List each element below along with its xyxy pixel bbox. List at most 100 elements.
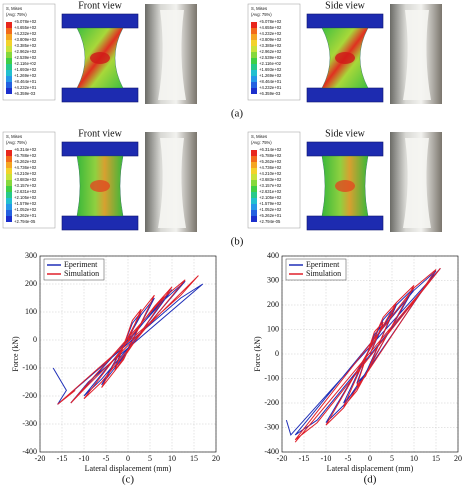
top-plate: [61, 141, 139, 157]
y-tick-label: 400: [267, 251, 279, 260]
y-tick-label: -200: [22, 391, 37, 400]
legend-value: +2.962e+02: [259, 49, 282, 54]
legend-value: +1.052e+02: [14, 207, 37, 212]
y-tick-label: 100: [25, 307, 37, 316]
y-tick-label: -100: [264, 373, 279, 382]
legend-label: Eperiment: [64, 260, 98, 269]
legend-value: +4.232e+01: [14, 85, 37, 90]
x-tick-label: -15: [57, 454, 68, 463]
panel-label: (a): [231, 108, 244, 120]
legend-swatch: [251, 150, 257, 156]
legend-value: +5.788e+02: [14, 153, 37, 158]
legend-swatch: [6, 88, 12, 94]
legend-swatch: [6, 52, 12, 58]
legend-subtitle: (Avg: 75%): [6, 12, 27, 17]
legend-swatch: [251, 70, 257, 76]
legend-swatch: [251, 52, 257, 58]
legend-swatch: [6, 168, 12, 174]
x-tick-label: 0: [368, 454, 372, 463]
legend-subtitle: (Avg: 75%): [251, 140, 272, 145]
legend-value: +3.157e+02: [259, 183, 282, 188]
legend-swatch: [251, 210, 257, 216]
legend-value: +3.683e+02: [259, 177, 282, 182]
legend-swatch: [251, 88, 257, 94]
legend-swatch: [251, 34, 257, 40]
bottom-plate: [61, 87, 139, 103]
legend-value: +5.262e+02: [259, 159, 282, 164]
x-axis-label: Lateral displacement (mm): [327, 464, 414, 473]
bottom-plate: [306, 215, 384, 231]
legend-value: +5.262e+01: [14, 213, 37, 218]
legend-swatch: [251, 22, 257, 28]
legend-value: +1.269e+02: [14, 73, 37, 78]
bottom-plate: [306, 87, 384, 103]
legend-swatch: [251, 58, 257, 64]
legend-swatch: [6, 162, 12, 168]
x-tick-label: 5: [148, 454, 152, 463]
y-tick-label: -300: [22, 419, 37, 428]
legend-value: +1.579e+02: [259, 201, 282, 206]
y-tick-label: 100: [267, 324, 279, 333]
legend-swatch: [6, 192, 12, 198]
legend-value: +3.683e+02: [14, 177, 37, 182]
y-axis-label: Force (kN): [253, 336, 262, 372]
legend-swatch: [251, 28, 257, 34]
x-tick-label: 15: [432, 454, 440, 463]
legend-value: +4.736e+02: [259, 165, 282, 170]
legend-value: +2.539e+02: [259, 55, 282, 60]
legend-swatch: [6, 70, 12, 76]
plot-frame: [281, 255, 459, 453]
legend-swatch: [251, 198, 257, 204]
legend-swatch: [251, 168, 257, 174]
legend-value: +6.314e+02: [14, 147, 37, 152]
photo-specimen: [158, 10, 186, 100]
x-tick-label: -10: [79, 454, 90, 463]
legend-subtitle: (Avg: 75%): [251, 12, 272, 17]
legend-value: +2.116e+02: [14, 61, 37, 66]
legend-swatch: [251, 180, 257, 186]
legend-title: S, Mises: [6, 6, 22, 11]
y-tick-label: 0: [33, 335, 37, 344]
view-title: Side view: [325, 128, 365, 139]
y-tick-label: -400: [22, 447, 37, 456]
photo-specimen: [403, 138, 431, 228]
stress-zone: [90, 52, 110, 64]
legend-value: +8.464e+01: [259, 79, 282, 84]
top-plate: [306, 13, 384, 29]
legend-swatch: [251, 174, 257, 180]
x-axis-label: Lateral displacement (mm): [85, 464, 172, 473]
legend-swatch: [6, 64, 12, 70]
legend-swatch: [6, 204, 12, 210]
x-tick-label: -5: [345, 454, 352, 463]
top-plate: [61, 13, 139, 29]
y-tick-label: -200: [264, 398, 279, 407]
legend-value: +4.210e+02: [259, 171, 282, 176]
x-tick-label: 0: [126, 454, 130, 463]
legend-swatch: [6, 58, 12, 64]
legend-swatch: [6, 76, 12, 82]
x-tick-label: 10: [168, 454, 176, 463]
legend-swatch: [251, 40, 257, 46]
photo-specimen: [403, 10, 431, 100]
legend-value: +6.359e-03: [259, 91, 281, 96]
legend-value: +4.655e+02: [14, 25, 37, 30]
legend-swatch: [251, 76, 257, 82]
legend-swatch: [251, 46, 257, 52]
legend-value: +3.809e+02: [259, 37, 282, 42]
x-tick-label: -10: [321, 454, 332, 463]
legend-swatch: [6, 22, 12, 28]
legend-value: +4.655e+02: [259, 25, 282, 30]
legend-value: +2.539e+02: [14, 55, 37, 60]
legend-value: +4.736e+02: [14, 165, 37, 170]
stress-zone: [335, 52, 355, 64]
legend-swatch: [251, 204, 257, 210]
y-tick-label: 300: [25, 251, 37, 260]
legend-value: +2.794e-05: [14, 219, 36, 224]
bottom-plate: [61, 215, 139, 231]
legend-swatch: [251, 64, 257, 70]
legend-value: +3.157e+02: [14, 183, 37, 188]
legend-swatch: [251, 162, 257, 168]
plot-frame: [39, 255, 217, 453]
legend-value: +2.631e+02: [259, 189, 282, 194]
legend-value: +4.232e+02: [14, 31, 37, 36]
